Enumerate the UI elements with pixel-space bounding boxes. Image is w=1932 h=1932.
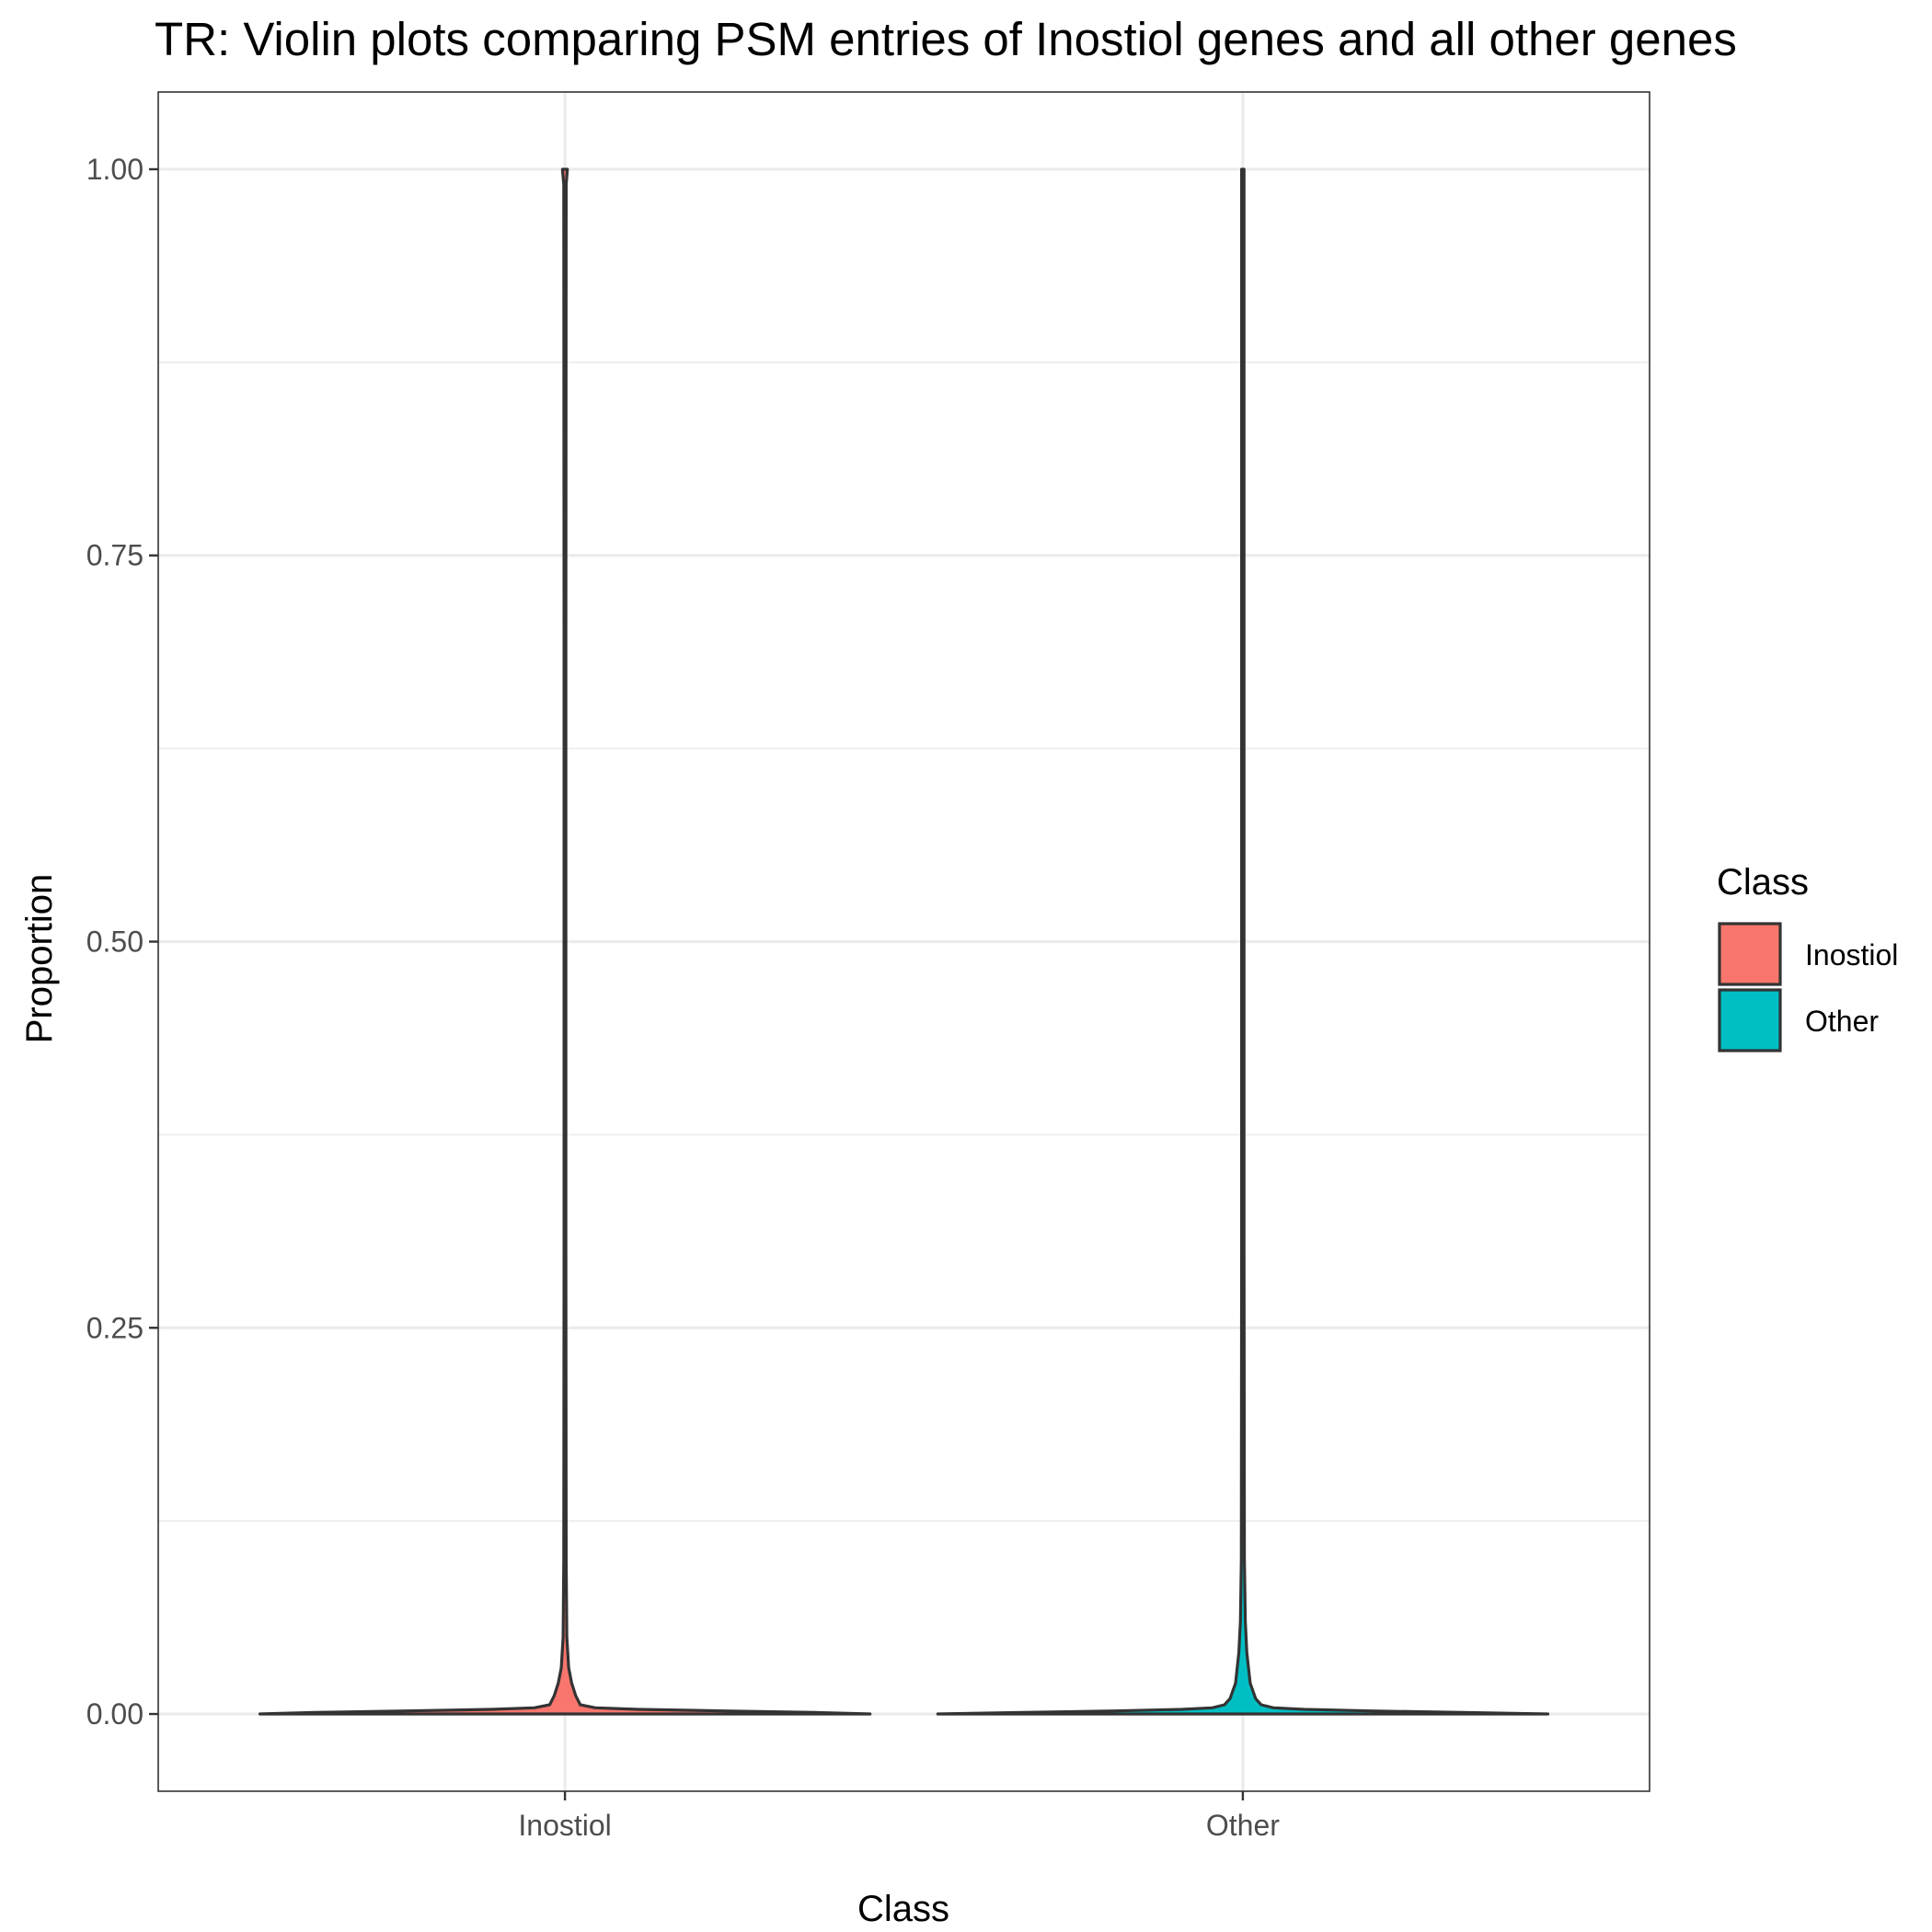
legend: Class Inostiol Other <box>1717 862 1898 1052</box>
legend-key-other <box>1718 988 1782 1052</box>
y-axis: 0.00 0.25 0.50 0.75 1.00 <box>86 153 158 1731</box>
legend-key-inostiol <box>1718 922 1782 986</box>
legend-title: Class <box>1717 862 1809 903</box>
legend-label-inostiol: Inostiol <box>1805 938 1898 972</box>
x-tick-label: Inostiol <box>518 1809 611 1842</box>
legend-entries: Inostiol Other <box>1718 922 1898 1052</box>
violins <box>258 167 1550 1716</box>
violin-other <box>936 167 1550 1716</box>
legend-label-other: Other <box>1805 1005 1879 1038</box>
y-tick-label: 1.00 <box>86 153 144 186</box>
x-tick-label: Other <box>1206 1809 1280 1842</box>
chart-title: TR: Violin plots comparing PSM entries o… <box>155 13 1737 65</box>
y-tick-label: 0.75 <box>86 539 144 572</box>
y-axis-title: Proportion <box>19 874 60 1044</box>
x-axis: Inostiol Other <box>518 1791 1280 1842</box>
y-tick-label: 0.25 <box>86 1311 144 1344</box>
violin-inostiol <box>258 167 872 1716</box>
y-tick-label: 0.50 <box>86 926 144 959</box>
x-axis-title: Class <box>857 1889 949 1929</box>
y-tick-label: 0.00 <box>86 1697 144 1731</box>
